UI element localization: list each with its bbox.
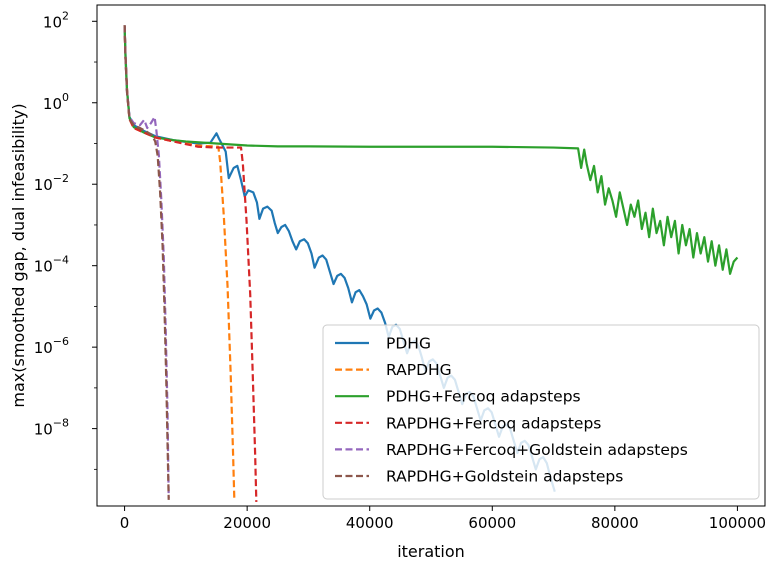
y-tick-base: 10 xyxy=(34,339,53,357)
y-tick-exponent: 2 xyxy=(62,9,69,22)
y-tick-exponent: −2 xyxy=(53,172,69,185)
y-tick-exponent: −8 xyxy=(53,417,69,430)
plot-frame xyxy=(96,4,766,507)
series-line-2 xyxy=(123,25,739,275)
x-tick-label: 20000 xyxy=(223,514,271,532)
x-tick-label: 100000 xyxy=(709,514,766,532)
x-tick-label: 60000 xyxy=(468,514,516,532)
y-tick-base: 10 xyxy=(34,421,53,439)
y-tick-label: 10−2 xyxy=(34,172,69,194)
series-line-1 xyxy=(123,25,236,498)
y-tick-label: 102 xyxy=(43,9,69,31)
y-tick-base: 10 xyxy=(34,176,53,194)
series-line-3 xyxy=(123,25,258,502)
series-line-5 xyxy=(123,25,170,500)
legend-entry: RAPDHG+Goldstein adapsteps xyxy=(386,468,623,486)
legend-entry: RAPDHG+Fercoq+Goldstein adapsteps xyxy=(386,441,688,459)
legend-entry: PDHG+Fercoq adapsteps xyxy=(386,388,581,406)
legend-entry: RAPDHG+Fercoq adapsteps xyxy=(386,414,601,432)
series-line-4 xyxy=(123,25,170,498)
y-tick-base: 10 xyxy=(34,258,53,276)
legend-entry: PDHG xyxy=(386,335,431,353)
x-tick-label: 0 xyxy=(120,514,130,532)
x-tick-label: 40000 xyxy=(346,514,394,532)
x-tick-label: 80000 xyxy=(591,514,639,532)
y-tick-exponent: −4 xyxy=(53,254,69,267)
y-axis-label: max(smoothed gap, dual infeasibility) xyxy=(9,103,28,407)
legend-entry: RAPDHG xyxy=(386,361,452,379)
y-tick-label: 100 xyxy=(43,91,69,113)
y-tick-label: 10−6 xyxy=(34,335,69,357)
y-tick-base: 10 xyxy=(43,95,62,113)
y-tick-base: 10 xyxy=(43,13,62,31)
y-tick-label: 10−4 xyxy=(34,254,69,276)
legend-box xyxy=(322,324,760,500)
legend: PDHG RAPDHG PDHG+Fercoq adapsteps RAPDHG+Fe… xyxy=(322,324,760,500)
y-tick-exponent: −6 xyxy=(53,335,69,348)
y-tick-exponent: 0 xyxy=(62,91,69,104)
x-axis: 0 20000 40000 60000 80000 100000 xyxy=(120,506,766,532)
y-tick-label: 10−8 xyxy=(34,417,69,439)
x-axis-label: iteration xyxy=(397,542,465,561)
